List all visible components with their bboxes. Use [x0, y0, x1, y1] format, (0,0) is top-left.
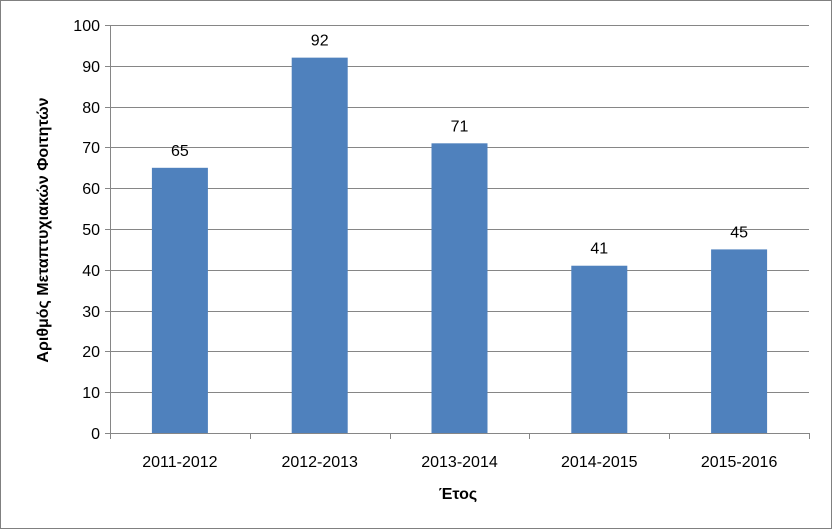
x-tick-labels: 2011-2012 2012-2013 2013-2014 2014-2015 2015… — [142, 454, 777, 471]
y-tick-labels: 0 10 20 30 40 50 60 70 80 90 100 — [73, 18, 100, 443]
data-label: 65 — [171, 143, 189, 160]
x-tick-label: 2015-2016 — [701, 454, 778, 471]
x-axis-title: Έτος — [439, 486, 477, 503]
x-tick-label: 2014-2015 — [561, 454, 638, 471]
y-tick-label: 10 — [82, 385, 100, 402]
y-tick-label: 30 — [82, 304, 100, 321]
bar — [571, 265, 628, 433]
bars — [151, 57, 768, 434]
bar — [151, 167, 208, 434]
y-tick-label: 80 — [82, 100, 100, 117]
data-label: 41 — [590, 241, 608, 258]
data-label: 92 — [311, 33, 329, 50]
x-tick-label: 2011-2012 — [142, 454, 217, 471]
data-label: 71 — [451, 118, 469, 135]
y-axis-title: Αριθμός Μεταπτυχιακών Φοιτητών — [35, 97, 52, 362]
y-tick-label: 90 — [82, 59, 100, 76]
bar — [431, 143, 488, 433]
bar — [711, 249, 768, 433]
y-tick-label: 60 — [82, 181, 100, 198]
data-labels: 65 92 71 41 45 — [171, 33, 748, 258]
y-tick-label: 40 — [82, 263, 100, 280]
y-tick-label: 50 — [82, 222, 100, 239]
data-label: 45 — [730, 224, 748, 241]
x-tick-label: 2013-2014 — [421, 454, 498, 471]
y-tick-label: 100 — [73, 18, 100, 35]
y-tick-label: 20 — [82, 344, 100, 361]
x-tick-label: 2012-2013 — [281, 454, 358, 471]
y-tick-label: 70 — [82, 140, 100, 157]
bar — [291, 57, 348, 433]
y-tick-label: 0 — [91, 426, 100, 443]
axes — [105, 25, 810, 439]
